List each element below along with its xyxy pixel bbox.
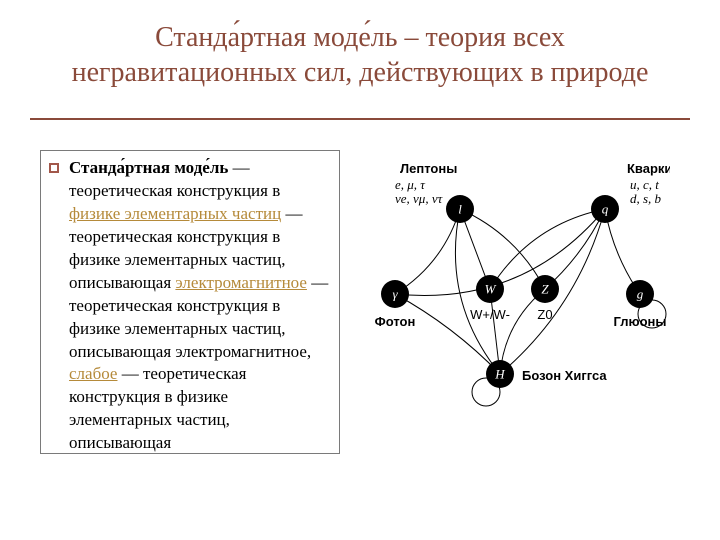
- sub2-l: νe, νμ, ντ: [395, 191, 444, 206]
- edge-y-H: [395, 294, 500, 374]
- text-box: Станда́ртная моде́ль — теоретическая кон…: [40, 150, 340, 454]
- edge-l-Z: [460, 209, 545, 289]
- group-label-y: Фотон: [375, 314, 416, 329]
- node-label-q: q: [602, 202, 609, 217]
- particle-diagram: l Лептоныe, μ, τνe, νμ, ντ q Кваркиu, c, td…: [350, 154, 670, 444]
- left-column: Станда́ртная моде́ль — теоретическая кон…: [40, 150, 350, 540]
- slide: Станда́ртная моде́ль – теория всех негра…: [0, 0, 720, 540]
- link-electromagnetic[interactable]: электромагнитное: [175, 273, 307, 292]
- slide-title: Станда́ртная моде́ль – теория всех негра…: [40, 20, 680, 90]
- group-label-l: Лептоны: [400, 161, 457, 176]
- node-label-y: γ: [392, 287, 398, 302]
- square-bullet-icon: [49, 163, 59, 173]
- group-label-q: Кварки: [627, 161, 670, 176]
- edge-q-Z: [545, 209, 605, 289]
- node-label-H: H: [494, 367, 505, 382]
- sub1-q: u, c, t: [630, 177, 659, 192]
- node-label-g: g: [637, 287, 644, 302]
- group-label-g: Глюоны: [614, 314, 667, 329]
- caption-W: W+/W-: [470, 307, 510, 322]
- caption-H: Бозон Хиггса: [522, 368, 607, 383]
- caption-Z: Z0: [537, 307, 552, 322]
- right-column: l Лептоныe, μ, τνe, νμ, ντ q Кваркиu, c, td…: [350, 150, 680, 540]
- content-area: Станда́ртная моде́ль — теоретическая кон…: [40, 150, 680, 540]
- link-weak[interactable]: слабое: [69, 364, 117, 383]
- description-text: Станда́ртная моде́ль — теоретическая кон…: [69, 157, 331, 454]
- lead-bold: Станда́ртная моде́ль: [69, 158, 228, 177]
- bullet-row: Станда́ртная моде́ль — теоретическая кон…: [45, 157, 331, 454]
- node-label-W: W: [485, 282, 497, 297]
- edge-Z-H: [500, 289, 545, 374]
- sub2-q: d, s, b: [630, 191, 662, 206]
- edge-l-y: [395, 209, 460, 294]
- node-label-Z: Z: [541, 282, 549, 297]
- link-particle-physics[interactable]: физике элементарных частиц: [69, 204, 281, 223]
- horizontal-rule: [30, 118, 690, 120]
- node-label-l: l: [458, 202, 462, 217]
- sub1-l: e, μ, τ: [395, 177, 426, 192]
